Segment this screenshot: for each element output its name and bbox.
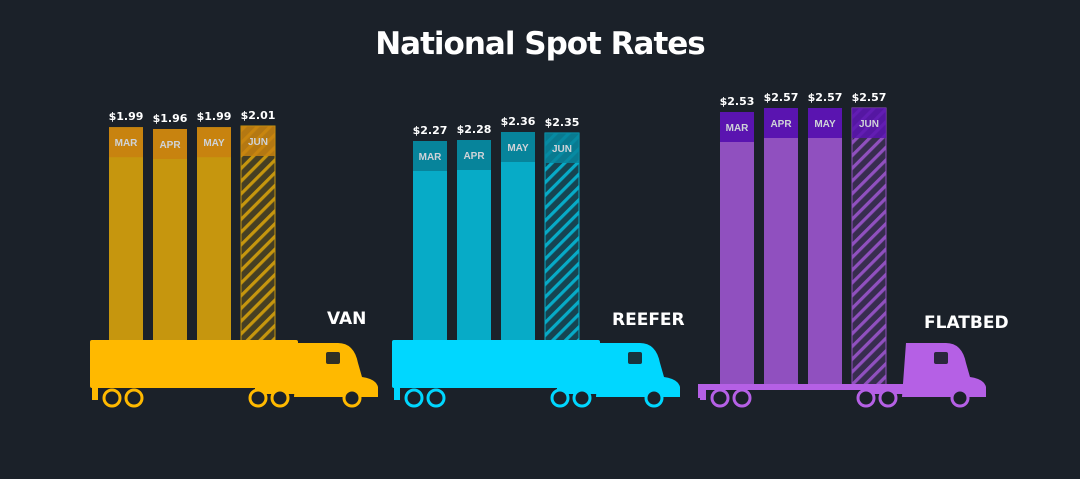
- bar-flatbed-mar: [720, 112, 754, 385]
- group-van: MAR $1.99 APR $1.96 MAY $1.99 JUN $2.01 VAN: [90, 109, 378, 408]
- bar-cap-reefer-apr: [457, 140, 491, 170]
- month-label: MAR: [115, 138, 139, 149]
- bar-cap-flatbed-mar: [720, 112, 754, 142]
- group-flatbed: MAR $2.53 APR $2.57 MAY $2.57 JUN $2.57 FLATBED: [698, 91, 1009, 408]
- value-label: $2.57: [764, 91, 799, 104]
- truck-flatbed-icon: [698, 343, 986, 408]
- bar-cap-reefer-jun: [545, 133, 579, 163]
- month-label: APR: [770, 119, 792, 130]
- month-label: APR: [159, 140, 181, 151]
- month-label: MAY: [814, 119, 836, 130]
- month-label: MAR: [419, 152, 443, 163]
- bar-cap-flatbed-apr: [764, 108, 798, 138]
- bar-cap-reefer-may: [501, 132, 535, 162]
- group-label-reefer: REEFER: [612, 310, 685, 330]
- value-label: $1.99: [109, 110, 144, 123]
- bar-flatbed-may: [808, 108, 842, 385]
- value-label: $2.01: [241, 109, 276, 122]
- bar-cap-van-jun: [241, 126, 275, 156]
- value-label: $2.27: [413, 124, 448, 137]
- bar-reefer-may: [501, 132, 535, 342]
- value-label: $2.35: [545, 116, 580, 129]
- value-label: $2.53: [720, 95, 755, 108]
- group-label-van: VAN: [327, 309, 366, 329]
- value-label: $2.57: [808, 91, 843, 104]
- bar-flatbed-jun: [851, 107, 887, 386]
- truck-van-icon: [90, 340, 378, 408]
- bar-van-mar: [109, 127, 143, 342]
- bar-cap-van-may: [197, 127, 231, 158]
- bar-reefer-jun: [544, 132, 580, 343]
- truck-reefer-icon: [392, 340, 680, 408]
- bar-van-jun: [240, 125, 276, 343]
- group-reefer: MAR $2.27 APR $2.28 MAY $2.36 JUN $2.35 REEFER: [392, 115, 685, 408]
- value-label: $1.96: [153, 112, 188, 125]
- value-label: $2.57: [852, 91, 887, 104]
- bar-reefer-mar: [413, 141, 447, 342]
- bar-van-may: [197, 127, 231, 342]
- bar-cap-reefer-mar: [413, 141, 447, 171]
- month-label: JUN: [248, 137, 268, 148]
- month-label: MAY: [203, 138, 225, 149]
- month-label: APR: [463, 151, 485, 162]
- month-label: MAR: [726, 123, 750, 134]
- bar-van-apr: [153, 129, 187, 342]
- bar-flatbed-apr: [764, 108, 798, 385]
- bar-cap-van-mar: [109, 127, 143, 158]
- month-label: JUN: [859, 119, 879, 130]
- bar-cap-flatbed-may: [808, 108, 842, 138]
- value-label: $2.36: [501, 115, 536, 128]
- bar-reefer-apr: [457, 140, 491, 342]
- bar-cap-flatbed-jun: [852, 108, 886, 138]
- month-label: MAY: [507, 143, 529, 154]
- bar-cap-van-apr: [153, 129, 187, 159]
- month-label: JUN: [552, 144, 572, 155]
- group-label-flatbed: FLATBED: [924, 313, 1009, 333]
- chart-title: National Spot Rates: [375, 26, 706, 62]
- value-label: $2.28: [457, 123, 492, 136]
- value-label: $1.99: [197, 110, 232, 123]
